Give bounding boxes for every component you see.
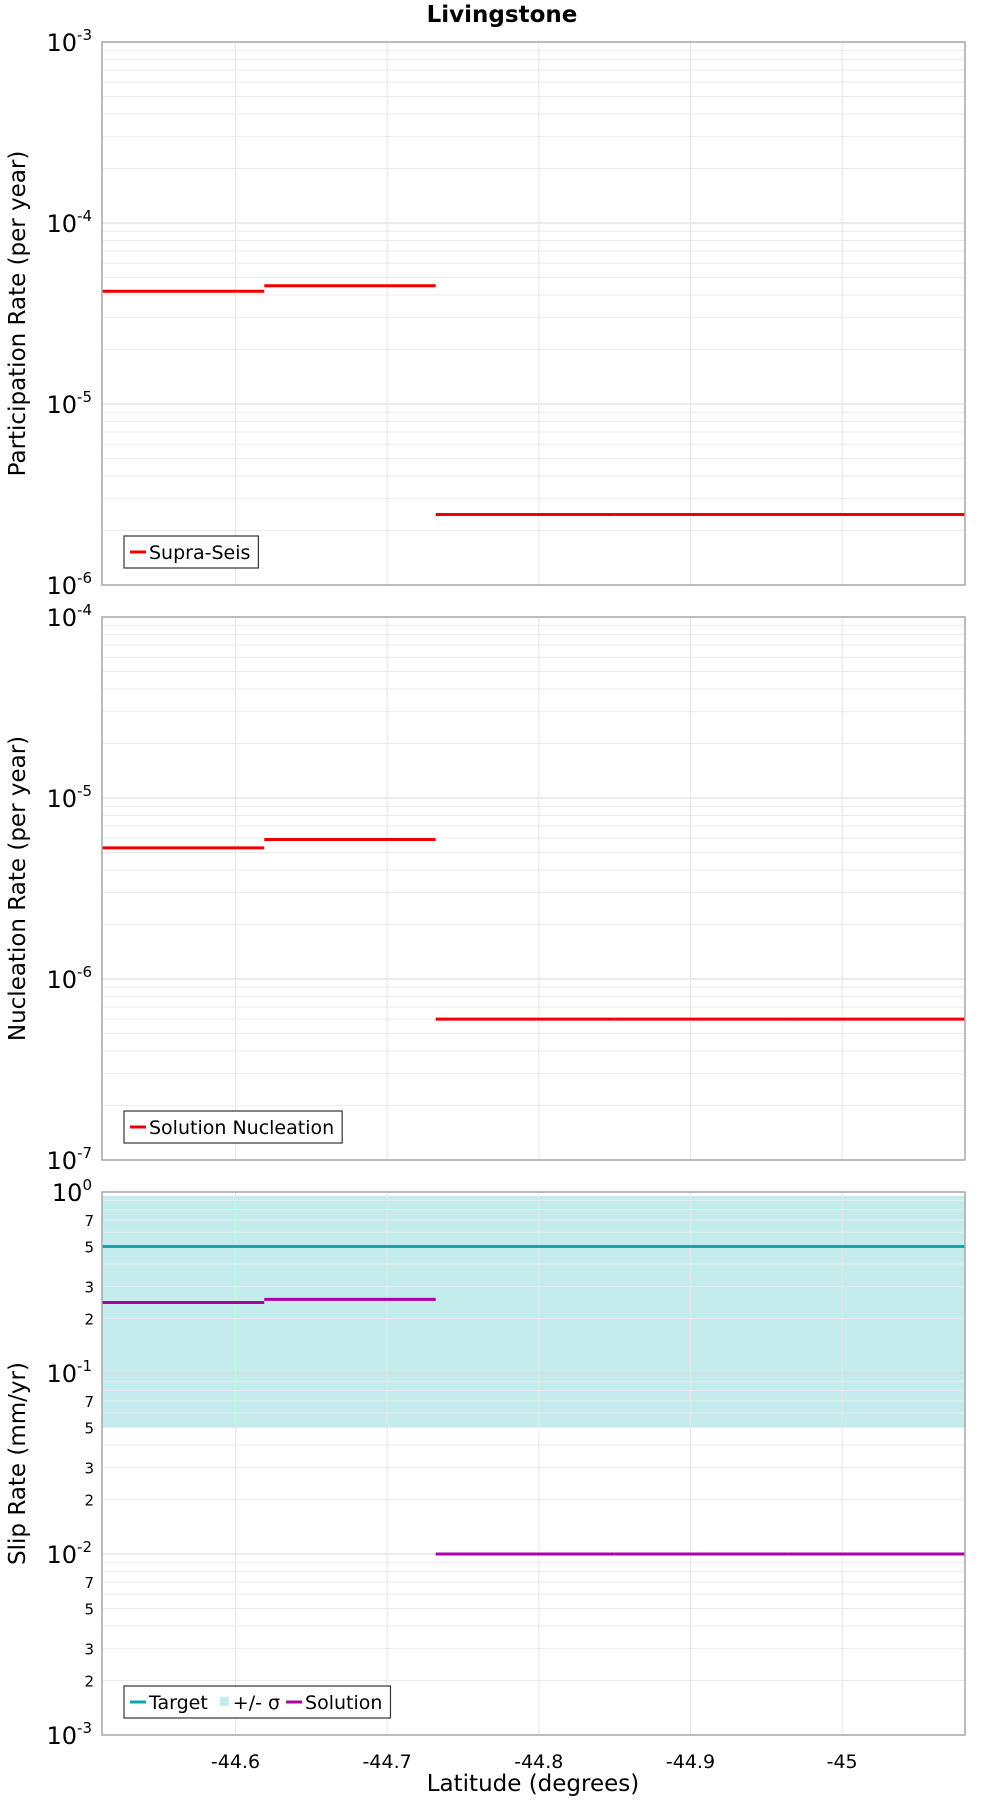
y-tick-exponent: -2 <box>77 1538 92 1556</box>
y-tick-exponent: -4 <box>77 601 92 619</box>
x-tick-label: -44.9 <box>666 1751 715 1773</box>
y-tick-exponent: -3 <box>77 26 92 44</box>
legend-swatch-fill <box>219 1697 229 1706</box>
y-tick-base: 10 <box>46 572 77 600</box>
y-tick-exponent: -5 <box>77 388 92 406</box>
figure-title: Livingstone <box>427 2 578 28</box>
y-tick-exponent: -5 <box>77 782 92 800</box>
y-tick-base: 10 <box>46 391 77 419</box>
y-tick-exponent: -6 <box>77 569 92 587</box>
legend: Target +/- σ Solution <box>123 1685 392 1719</box>
y-minor-tick-label: 5 <box>84 1600 94 1618</box>
y-tick-exponent: -6 <box>77 963 92 981</box>
y-minor-tick-label: 7 <box>84 1393 94 1411</box>
y-minor-tick-label: 3 <box>84 1460 94 1478</box>
y-minor-tick-label: 5 <box>84 1419 94 1437</box>
x-tick-label: -44.8 <box>514 1751 563 1773</box>
y-tick-label: 10-2 <box>46 1538 92 1569</box>
y-tick-label: 10-5 <box>46 782 92 813</box>
y-tick-exponent: -3 <box>77 1719 92 1737</box>
y-minor-tick-label: 2 <box>84 1311 94 1329</box>
legend-box <box>123 1110 343 1144</box>
y-tick-exponent: -7 <box>77 1144 92 1162</box>
y-tick-base: 10 <box>52 1179 83 1207</box>
y-tick-label: 100 <box>52 1176 92 1207</box>
legend: Solution Nucleation <box>123 1110 343 1144</box>
y-tick-base: 10 <box>46 1541 77 1569</box>
y-minor-tick-label: 3 <box>84 1641 94 1659</box>
y-minor-tick-label: 7 <box>84 1574 94 1592</box>
plot-frame <box>101 616 966 1161</box>
y-tick-label: 10-4 <box>46 207 92 238</box>
y-minor-tick-label: 3 <box>84 1279 94 1297</box>
legend-label: Supra-Seis <box>149 542 250 564</box>
legend-label: Solution Nucleation <box>149 1117 334 1139</box>
x-tick-labels: -44.6 -44.7 -44.8 -44.9 -45 <box>211 1751 858 1773</box>
y-tick-base: 10 <box>46 966 77 994</box>
y-tick-label: 10-6 <box>46 569 92 600</box>
y-tick-label: 10-1 <box>46 1357 92 1388</box>
x-axis-label: Latitude (degrees) <box>427 1771 640 1797</box>
y-tick-exponent: -1 <box>77 1357 92 1375</box>
legend-label: +/- σ <box>233 1692 280 1714</box>
y-tick-label: 10-3 <box>46 26 92 57</box>
plot-frame <box>101 41 966 586</box>
y-minor-tick-label: 2 <box>84 1673 94 1691</box>
y-axis-label: Nucleation Rate (per year) <box>5 736 31 1041</box>
x-tick-label: -45 <box>827 1751 858 1773</box>
y-tick-base: 10 <box>46 785 77 813</box>
y-tick-label: 10-3 <box>46 1719 92 1750</box>
y-minor-tick-label: 7 <box>84 1212 94 1230</box>
plot-area <box>102 617 965 1160</box>
y-axis-label: Slip Rate (mm/yr) <box>5 1362 31 1565</box>
legend-box <box>123 535 260 569</box>
y-axis-label: Participation Rate (per year) <box>5 151 31 477</box>
y-tick-label: 10-4 <box>46 601 92 632</box>
y-tick-exponent: -4 <box>77 207 92 225</box>
y-minor-tick-label: 5 <box>84 1238 94 1256</box>
y-minor-tick-label: 2 <box>84 1492 94 1510</box>
sigma-band <box>102 1196 965 1428</box>
y-tick-base: 10 <box>46 604 77 632</box>
y-tick-base: 10 <box>46 1360 77 1388</box>
y-tick-base: 10 <box>46 1147 77 1175</box>
y-tick-label: 10-6 <box>46 963 92 994</box>
legend-label: Target <box>148 1692 208 1714</box>
x-tick-label: -44.6 <box>211 1751 260 1773</box>
legend-box <box>123 1685 392 1719</box>
y-tick-exponent: 0 <box>82 1176 92 1194</box>
y-tick-label: 10-5 <box>46 388 92 419</box>
y-tick-base: 10 <box>46 29 77 57</box>
y-tick-base: 10 <box>46 210 77 238</box>
y-tick-base: 10 <box>46 1722 77 1750</box>
legend-label: Solution <box>305 1692 382 1714</box>
legend: Supra-Seis <box>123 535 260 569</box>
plot-area <box>102 42 965 585</box>
x-tick-label: -44.7 <box>363 1751 412 1773</box>
y-tick-label: 10-7 <box>46 1144 92 1175</box>
plot-frame <box>101 1191 966 1736</box>
